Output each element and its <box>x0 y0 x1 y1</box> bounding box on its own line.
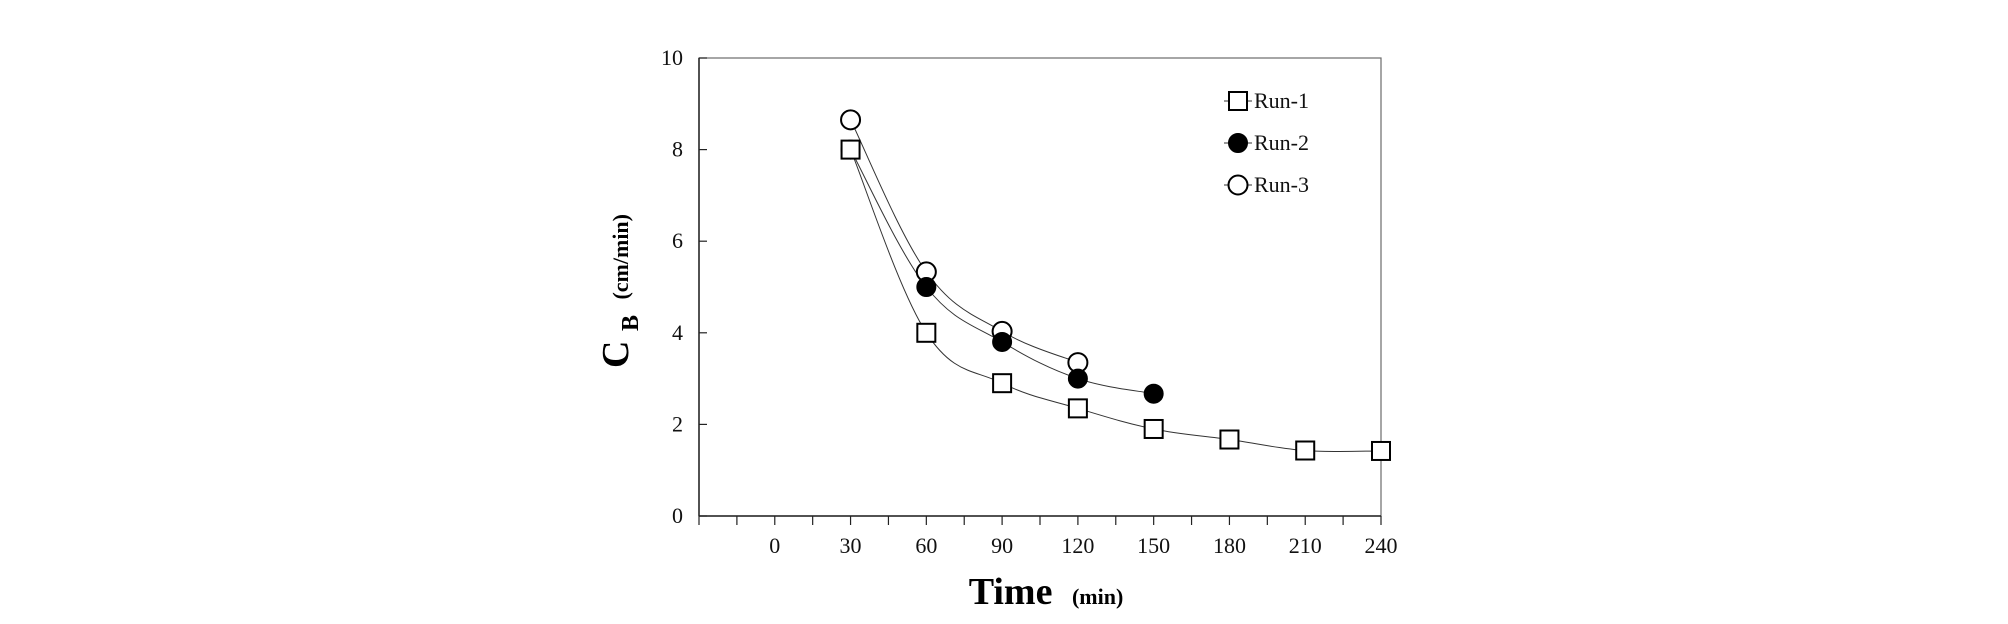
data-point-run-1 <box>1295 440 1316 461</box>
data-point-run-1 <box>1067 398 1088 419</box>
data-point-run-1 <box>840 139 861 160</box>
y-axis-unit: (cm/min) <box>608 214 633 300</box>
x-axis-label-text: Time <box>969 571 1053 613</box>
data-point-run-2 <box>1143 383 1164 404</box>
x-tick-label: 240 <box>1365 533 1398 558</box>
x-axis-unit: (min) <box>1072 584 1123 609</box>
y-tick-label: 6 <box>672 228 683 253</box>
axes: 0 2 4 6 8 10 0 30 60 90 120 150 180 210 240 <box>661 45 1398 558</box>
series-line-run-2 <box>850 149 1154 395</box>
x-tick-label: 0 <box>769 533 780 558</box>
x-tick-label: 30 <box>840 533 862 558</box>
x-tick-label: 150 <box>1137 533 1170 558</box>
axis-labels: Time (min) C B (cm/min) <box>595 214 1123 613</box>
data-point-run-1 <box>1371 440 1391 461</box>
legend-label: Run-2 <box>1254 130 1309 155</box>
data-point-run-2 <box>1067 368 1088 389</box>
y-tick-label: 4 <box>672 320 683 345</box>
x-tick-label: 60 <box>915 533 937 558</box>
data-point-run-1 <box>1219 429 1240 450</box>
x-axis-label: Time (min) <box>969 571 1124 613</box>
y-tick-label: 10 <box>661 45 683 70</box>
legend: Run-1 Run-2 Run-3 <box>1224 88 1309 197</box>
legend-label: Run-1 <box>1254 88 1309 113</box>
series-line-run-3 <box>850 119 1079 364</box>
legend-marker-run-1 <box>1228 91 1248 111</box>
y-tick-label: 2 <box>672 411 683 436</box>
y-tick-label: 8 <box>672 137 683 162</box>
legend-marker-run-2 <box>1228 133 1248 153</box>
y-axis-label-subscript: B <box>618 315 644 331</box>
data-point-run-1 <box>992 373 1013 394</box>
y-axis-label: C B (cm/min) <box>595 214 647 368</box>
x-tick-label: 120 <box>1061 533 1094 558</box>
data-point-run-3 <box>840 109 862 131</box>
data-point-run-2 <box>992 331 1013 352</box>
data-point-run-2 <box>916 277 937 297</box>
y-axis-label-text: C <box>595 341 637 368</box>
data-point-run-1 <box>1143 418 1164 439</box>
series-markers <box>840 109 1391 461</box>
x-tick-label: 90 <box>991 533 1013 558</box>
legend-marker-run-3 <box>1227 174 1249 196</box>
legend-label: Run-3 <box>1254 172 1309 197</box>
y-tick-label: 0 <box>672 503 683 528</box>
x-tick-label: 210 <box>1289 533 1322 558</box>
data-point-run-1 <box>916 322 937 343</box>
x-tick-label: 180 <box>1213 533 1246 558</box>
